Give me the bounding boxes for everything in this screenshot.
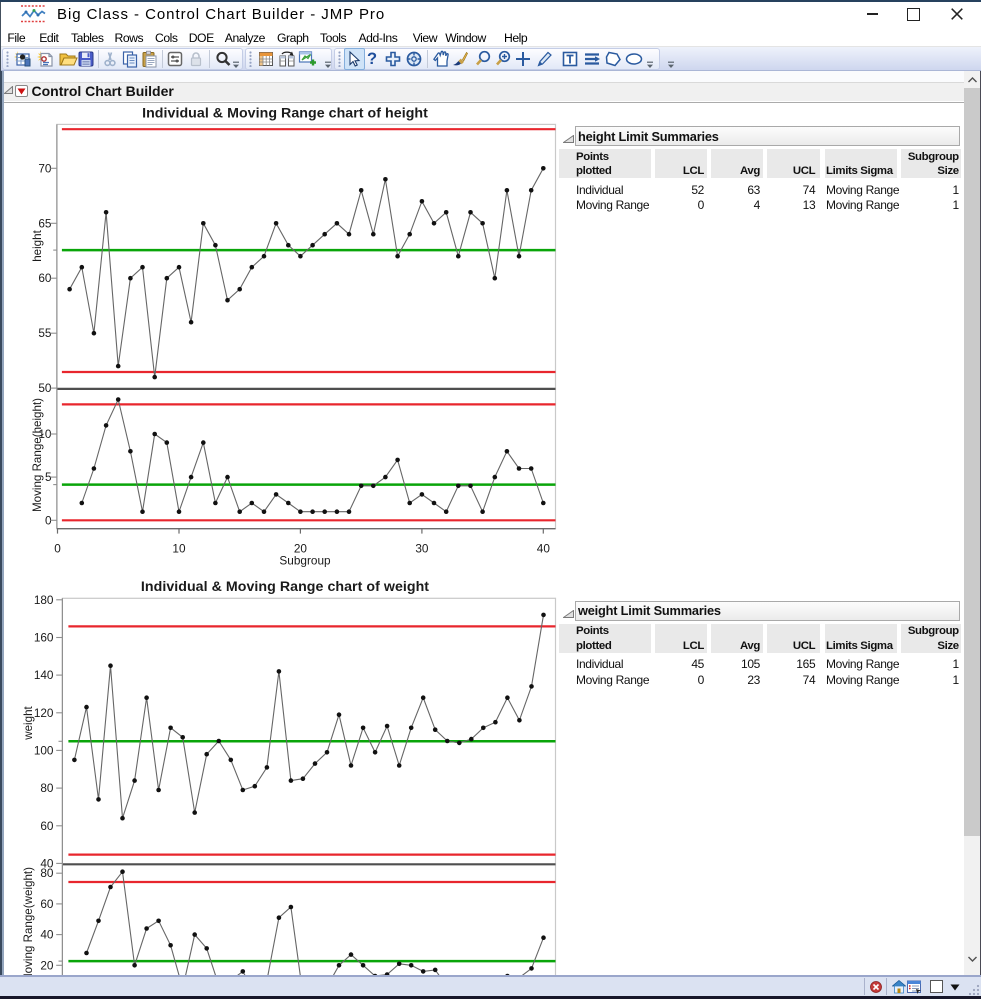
- svg-text:60: 60: [38, 271, 52, 285]
- svg-text:160: 160: [34, 630, 54, 644]
- svg-text:20: 20: [40, 958, 54, 972]
- svg-text:20: 20: [294, 542, 308, 556]
- svg-text:10: 10: [172, 542, 186, 556]
- svg-text:Individual & Moving Range char: Individual & Moving Range chart of weigh…: [141, 579, 429, 595]
- svg-text:0: 0: [54, 542, 61, 556]
- svg-text:40: 40: [537, 542, 551, 556]
- svg-text:50: 50: [38, 381, 52, 395]
- svg-text:80: 80: [40, 781, 54, 795]
- svg-text:70: 70: [38, 161, 52, 175]
- svg-text:60: 60: [40, 897, 54, 911]
- svg-text:65: 65: [38, 216, 52, 230]
- svg-text:180: 180: [34, 593, 54, 607]
- svg-text:Moving Range(weight): Moving Range(weight): [22, 867, 35, 975]
- svg-text:height: height: [31, 229, 44, 261]
- svg-text:Moving Range(height): Moving Range(height): [31, 398, 44, 512]
- svg-text:30: 30: [415, 542, 429, 556]
- svg-text:weight: weight: [22, 705, 35, 740]
- svg-text:Subgroup: Subgroup: [279, 554, 331, 568]
- svg-text:10: 10: [38, 427, 52, 441]
- svg-text:140: 140: [34, 668, 54, 682]
- svg-text:100: 100: [34, 743, 54, 757]
- svg-text:Individual & Moving Range char: Individual & Moving Range chart of heigh…: [142, 106, 428, 122]
- svg-text:0: 0: [45, 513, 52, 527]
- svg-text:40: 40: [40, 856, 54, 870]
- svg-text:60: 60: [40, 819, 54, 833]
- svg-text:120: 120: [34, 706, 54, 720]
- svg-text:5: 5: [45, 470, 52, 484]
- svg-text:80: 80: [40, 866, 54, 880]
- svg-text:40: 40: [40, 928, 54, 942]
- svg-text:55: 55: [38, 326, 52, 340]
